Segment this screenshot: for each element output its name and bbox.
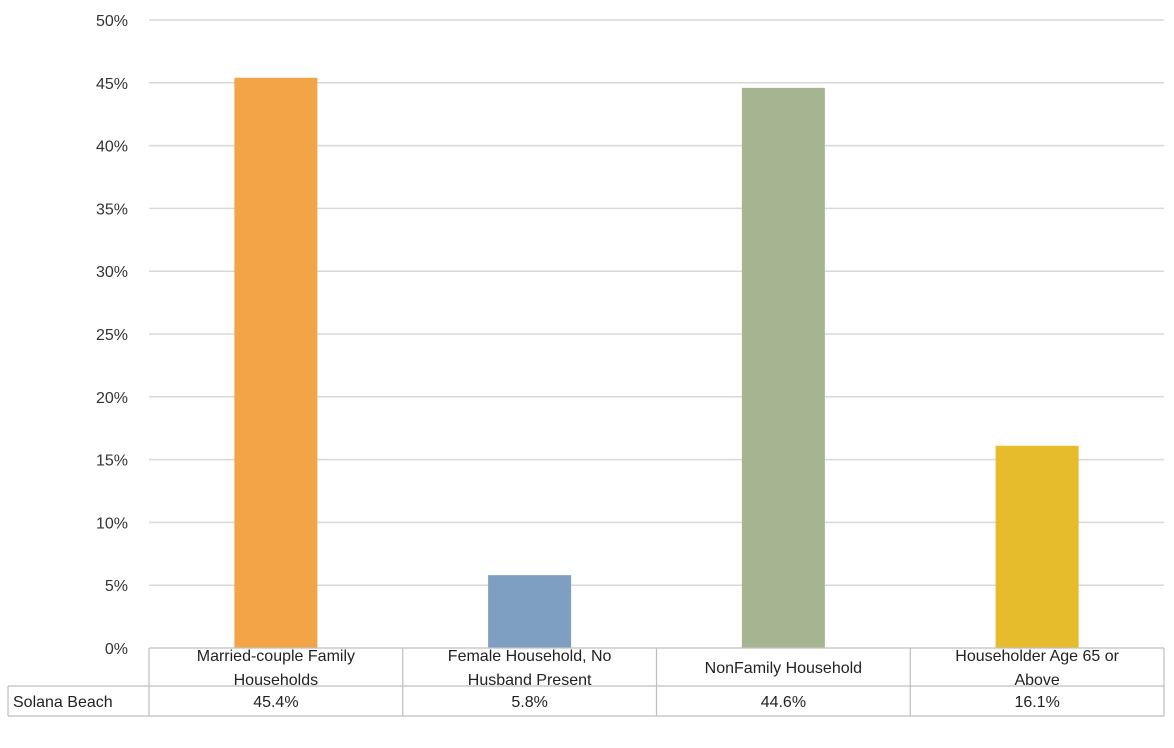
category-label: Female Household, No [448,648,612,665]
data-value-cell: 45.4% [253,694,298,711]
category-label: Married-couple Family [197,648,355,665]
series-name-label: Solana Beach [13,694,113,711]
bar [488,575,572,648]
bar [995,445,1079,648]
y-tick-label: 50% [96,13,128,30]
y-tick-label: 10% [96,515,128,532]
category-label: Householder Age 65 or [955,648,1119,665]
y-tick-label: 15% [96,453,128,470]
bar [234,77,318,648]
y-tick-label: 45% [96,76,128,93]
y-tick-label: 30% [96,264,128,281]
data-table: Married-couple Family Households Female Ho… [7,647,1165,717]
gridlines [149,19,1164,586]
y-tick-label: 0% [105,641,128,658]
data-value-cell: 16.1% [1014,694,1059,711]
y-tick-label: 20% [96,390,128,407]
bar [741,87,825,649]
y-tick-label: 25% [96,327,128,344]
category-label: NonFamily Household [705,660,862,677]
data-value-cell: 5.8% [511,694,547,711]
y-tick-label: 35% [96,201,128,218]
y-tick-label: 40% [96,139,128,156]
bars [234,77,1079,649]
y-tick-label: 5% [105,578,128,595]
y-axis-tick-labels: 0% 5% 10% 15% 20% 25% 30% 35% 40% 45% 50% [96,13,128,658]
category-label: Households [234,672,319,689]
data-value-cell: 44.6% [761,694,806,711]
category-label: Husband Present [468,672,592,689]
category-label: Above [1014,672,1059,689]
